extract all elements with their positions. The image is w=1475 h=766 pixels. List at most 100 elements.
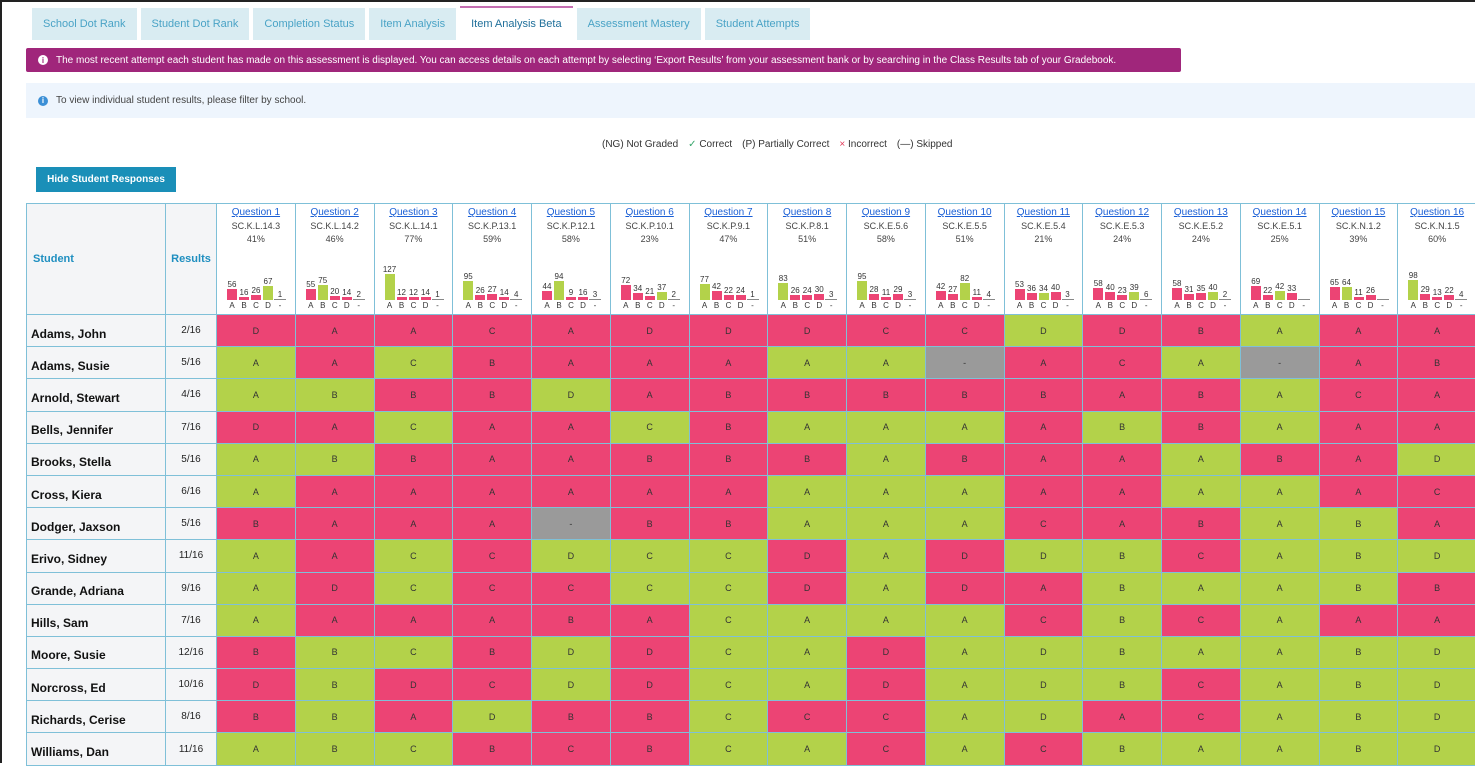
response-cell[interactable]: C xyxy=(453,669,532,701)
response-cell[interactable]: A xyxy=(925,604,1004,636)
response-cell[interactable]: B xyxy=(1083,636,1162,668)
response-cell[interactable]: - xyxy=(1240,347,1319,379)
response-cell[interactable]: D xyxy=(295,572,374,604)
tab-item-analysis-beta[interactable]: Item Analysis Beta xyxy=(460,6,573,40)
response-cell[interactable]: C xyxy=(532,733,611,765)
question-link[interactable]: Question 7 xyxy=(690,207,768,218)
response-cell[interactable]: A xyxy=(1398,379,1475,411)
response-cell[interactable]: A xyxy=(1240,636,1319,668)
response-cell[interactable]: A xyxy=(847,604,926,636)
response-cell[interactable]: B xyxy=(1083,540,1162,572)
response-cell[interactable]: D xyxy=(532,540,611,572)
response-cell[interactable]: B xyxy=(689,379,768,411)
response-cell[interactable]: A xyxy=(925,669,1004,701)
response-cell[interactable]: A xyxy=(295,315,374,347)
response-cell[interactable]: C xyxy=(1162,701,1241,733)
response-cell[interactable]: B xyxy=(532,701,611,733)
response-cell[interactable]: B xyxy=(1004,379,1083,411)
response-cell[interactable]: D xyxy=(610,636,689,668)
response-cell[interactable]: D xyxy=(532,669,611,701)
response-cell[interactable]: D xyxy=(1004,701,1083,733)
response-cell[interactable]: D xyxy=(768,572,847,604)
response-cell[interactable]: B xyxy=(1162,411,1241,443)
response-cell[interactable]: A xyxy=(374,701,453,733)
response-cell[interactable]: B xyxy=(768,443,847,475)
response-cell[interactable]: A xyxy=(1240,701,1319,733)
response-cell[interactable]: A xyxy=(1240,411,1319,443)
response-cell[interactable]: B xyxy=(1398,347,1475,379)
response-cell[interactable]: A xyxy=(847,508,926,540)
response-cell[interactable]: B xyxy=(925,379,1004,411)
tab-student-dot-rank[interactable]: Student Dot Rank xyxy=(141,8,250,40)
response-cell[interactable]: A xyxy=(1162,636,1241,668)
student-name[interactable]: Moore, Susie xyxy=(27,636,166,668)
response-cell[interactable]: A xyxy=(768,508,847,540)
response-cell[interactable]: A xyxy=(1240,572,1319,604)
response-cell[interactable]: D xyxy=(374,669,453,701)
response-cell[interactable]: B xyxy=(1319,572,1398,604)
response-cell[interactable]: A xyxy=(1319,475,1398,507)
response-cell[interactable]: B xyxy=(1162,508,1241,540)
response-cell[interactable]: D xyxy=(1398,669,1475,701)
response-cell[interactable]: A xyxy=(532,443,611,475)
response-cell[interactable]: C xyxy=(610,411,689,443)
response-cell[interactable]: D xyxy=(768,540,847,572)
response-cell[interactable]: C xyxy=(689,733,768,765)
response-cell[interactable]: B xyxy=(768,379,847,411)
response-cell[interactable]: C xyxy=(453,315,532,347)
response-cell[interactable]: B xyxy=(295,636,374,668)
response-cell[interactable]: A xyxy=(217,443,296,475)
response-cell[interactable]: D xyxy=(532,379,611,411)
response-cell[interactable]: A xyxy=(1083,443,1162,475)
response-cell[interactable]: A xyxy=(1398,508,1475,540)
response-cell[interactable]: A xyxy=(768,347,847,379)
response-cell[interactable]: A xyxy=(1240,669,1319,701)
response-cell[interactable]: A xyxy=(1319,347,1398,379)
response-cell[interactable]: D xyxy=(768,315,847,347)
response-cell[interactable]: C xyxy=(374,540,453,572)
response-cell[interactable]: A xyxy=(1240,475,1319,507)
response-cell[interactable]: C xyxy=(1004,604,1083,636)
response-cell[interactable]: A xyxy=(1004,572,1083,604)
response-cell[interactable]: B xyxy=(532,604,611,636)
response-cell[interactable]: A xyxy=(1240,604,1319,636)
response-cell[interactable]: C xyxy=(1004,733,1083,765)
response-cell[interactable]: A xyxy=(768,604,847,636)
response-cell[interactable]: C xyxy=(374,411,453,443)
response-cell[interactable]: A xyxy=(374,604,453,636)
response-cell[interactable]: A xyxy=(925,733,1004,765)
response-cell[interactable]: D xyxy=(532,636,611,668)
response-cell[interactable]: A xyxy=(295,411,374,443)
response-cell[interactable]: A xyxy=(768,636,847,668)
response-cell[interactable]: C xyxy=(1162,540,1241,572)
response-cell[interactable]: A xyxy=(217,540,296,572)
response-cell[interactable]: A xyxy=(925,508,1004,540)
response-cell[interactable]: A xyxy=(925,701,1004,733)
student-name[interactable]: Adams, John xyxy=(27,315,166,347)
response-cell[interactable]: B xyxy=(1398,572,1475,604)
student-name[interactable]: Brooks, Stella xyxy=(27,443,166,475)
response-cell[interactable]: A xyxy=(453,443,532,475)
response-cell[interactable]: D xyxy=(925,540,1004,572)
response-cell[interactable]: A xyxy=(453,508,532,540)
response-cell[interactable]: A xyxy=(532,347,611,379)
response-cell[interactable]: A xyxy=(925,475,1004,507)
response-cell[interactable]: C xyxy=(847,733,926,765)
response-cell[interactable]: B xyxy=(217,701,296,733)
tab-school-dot-rank[interactable]: School Dot Rank xyxy=(32,8,137,40)
response-cell[interactable]: A xyxy=(1162,475,1241,507)
response-cell[interactable]: A xyxy=(217,604,296,636)
response-cell[interactable]: D xyxy=(1083,315,1162,347)
response-cell[interactable]: A xyxy=(768,475,847,507)
response-cell[interactable]: A xyxy=(847,540,926,572)
response-cell[interactable]: B xyxy=(295,733,374,765)
tab-assessment-mastery[interactable]: Assessment Mastery xyxy=(577,8,701,40)
response-cell[interactable]: D xyxy=(1004,315,1083,347)
response-cell[interactable]: A xyxy=(610,379,689,411)
response-cell[interactable]: B xyxy=(610,701,689,733)
response-cell[interactable]: A xyxy=(1162,572,1241,604)
response-cell[interactable]: B xyxy=(453,379,532,411)
response-cell[interactable]: A xyxy=(768,411,847,443)
question-link[interactable]: Question 11 xyxy=(1005,207,1083,218)
response-cell[interactable]: A xyxy=(925,636,1004,668)
